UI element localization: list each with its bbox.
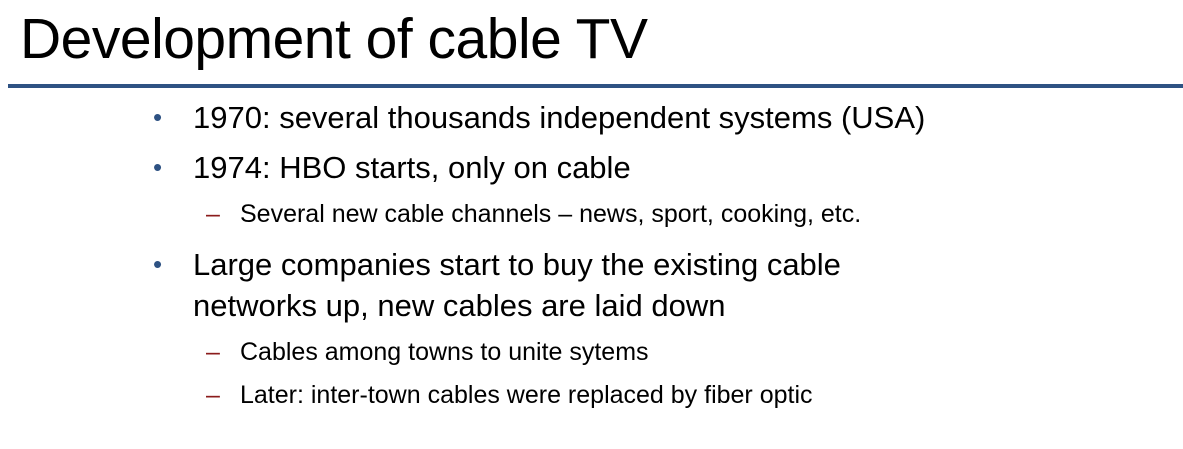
slide-title: Development of cable TV [20,7,648,71]
bullet-marker-icon: • [153,102,163,132]
sub-bullet-text: Several new cable channels – news, sport… [240,200,862,228]
bullet-text: 1970: several thousands independent syst… [193,100,926,135]
bullet-item: • 1974: HBO starts, only on cable [153,147,631,188]
bullet-item: • Large companies start to buy the exist… [153,244,841,285]
bullet-text: 1974: HBO starts, only on cable [193,150,631,185]
bullet-marker-icon: • [153,152,163,182]
sub-bullet-text: Later: inter-town cables were replaced b… [240,381,813,409]
bullet-continuation: networks up, new cables are laid down [193,285,725,326]
dash-marker-icon: – [206,381,220,409]
title-divider [8,84,1183,88]
bullet-text-line: networks up, new cables are laid down [193,288,726,323]
sub-bullet-text: Cables among towns to unite sytems [240,338,649,366]
bullet-text-line: Large companies start to buy the existin… [193,247,841,282]
sub-bullet-item: – Several new cable channels – news, spo… [206,198,862,231]
bullet-item: • 1970: several thousands independent sy… [153,97,926,138]
bullet-marker-icon: • [153,249,163,279]
dash-marker-icon: – [206,200,220,228]
sub-bullet-item: – Later: inter-town cables were replaced… [206,379,813,412]
dash-marker-icon: – [206,338,220,366]
sub-bullet-item: – Cables among towns to unite sytems [206,336,649,369]
